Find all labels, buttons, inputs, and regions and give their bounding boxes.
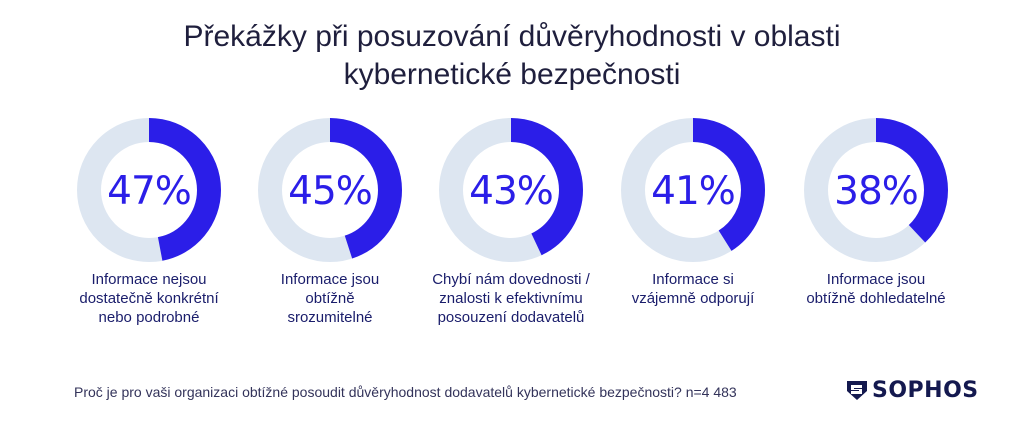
footnote: Proč je pro vaši organizaci obtížné poso… <box>74 384 737 400</box>
sophos-logo-text: SOPHOS <box>872 377 979 403</box>
donut-category-label-line: posouzení dodavatelů <box>437 309 585 326</box>
donut-chart: 45% <box>258 118 402 262</box>
donut-item: 38% Informace jsou obtížně dohledatelné <box>786 118 966 338</box>
donut-percent-label: 43% <box>469 169 553 214</box>
donut-category-label-line: Informace si <box>652 271 734 288</box>
donut-category-label-line: Informace jsou <box>280 271 380 288</box>
donut-category-label: Informace jsou obtížně srozumitelné <box>220 270 440 327</box>
donut-arc-value <box>621 118 765 262</box>
donut-chart: 43% <box>439 118 583 262</box>
chart-title-line-2: kybernetické bezpečnosti <box>343 58 681 91</box>
donut-arc-value <box>439 118 583 262</box>
donut-category-label: Chybí nám dovednosti / znalosti k efektiv… <box>401 270 621 327</box>
donut-arc-value <box>258 118 402 262</box>
sophos-shield-icon <box>847 381 867 400</box>
donut-item: 45% Informace jsou obtížně srozumitelné <box>240 118 420 338</box>
donut-chart: 41% <box>621 118 765 262</box>
chart-title: Překážky při posuzování důvěryhodnosti v… <box>0 18 1024 94</box>
donut-category-label-line: obtížně <box>305 290 355 307</box>
donut-category-label: Informace nejsou dostatečně konkrétní nebo… <box>39 270 259 327</box>
donut-row: 47% Informace nejsou dostatečně konkrétní n… <box>0 118 1024 338</box>
donut-arc-value <box>77 118 221 262</box>
donut-category-label-line: Informace nejsou <box>91 271 207 288</box>
donut-arc-value <box>804 118 948 262</box>
donut-percent-label: 38% <box>834 169 918 214</box>
donut-category-label-line: srozumitelné <box>287 309 373 326</box>
donut-category-label-line: vzájemně odporují <box>631 290 755 307</box>
donut-category-label-line: obtížně dohledatelné <box>806 290 946 307</box>
chart-title-line-1: Překážky při posuzování důvěryhodnosti v… <box>183 20 841 53</box>
donut-chart: 38% <box>804 118 948 262</box>
donut-chart: 47% <box>77 118 221 262</box>
donut-category-label-line: znalosti k efektivnímu <box>439 290 583 307</box>
sophos-logo: SOPHOS <box>846 377 979 403</box>
donut-category-label: Informace jsou obtížně dohledatelné <box>766 270 986 308</box>
donut-category-label-line: dostatečně konkrétní <box>79 290 219 307</box>
donut-percent-label: 45% <box>288 169 372 214</box>
donut-category-label: Informace si vzájemně odporují <box>583 270 803 308</box>
donut-category-label-line: Informace jsou <box>826 271 926 288</box>
donut-item: 41% Informace si vzájemně odporují <box>603 118 783 338</box>
donut-item: 47% Informace nejsou dostatečně konkrétní n… <box>59 118 239 338</box>
donut-category-label-line: Chybí nám dovednosti / <box>432 271 590 288</box>
donut-item: 43% Chybí nám dovednosti / znalosti k efek… <box>421 118 601 338</box>
donut-percent-label: 41% <box>651 169 735 214</box>
donut-category-label-line: nebo podrobné <box>98 309 200 326</box>
donut-percent-label: 47% <box>107 169 191 214</box>
